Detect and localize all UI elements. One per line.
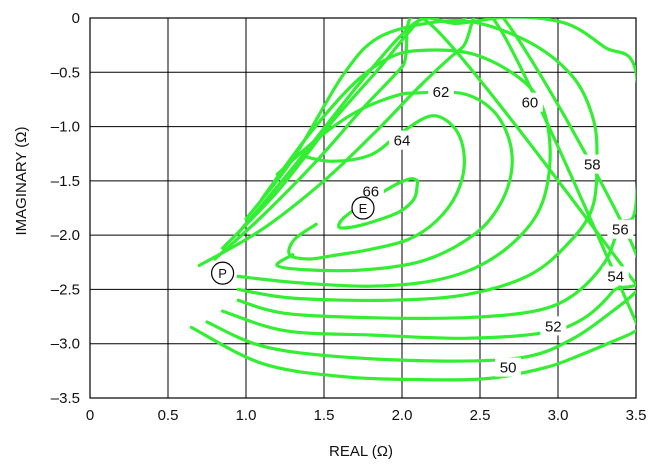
x-tick-label: 2.5 xyxy=(470,407,491,424)
y-tick-label: –3.5 xyxy=(51,390,80,407)
y-tick-label: –1.0 xyxy=(51,119,80,136)
x-tick-label: 0 xyxy=(86,407,94,424)
contour-label-52: 52 xyxy=(545,318,562,335)
y-tick-label: –2.0 xyxy=(51,227,80,244)
contour-label-54: 54 xyxy=(607,268,624,285)
contour-label-60: 60 xyxy=(522,95,539,112)
y-tick-label: –0.5 xyxy=(51,64,80,81)
x-tick-label: 3.0 xyxy=(548,407,569,424)
x-tick-label: 1.5 xyxy=(314,407,335,424)
x-tick-label: 1.0 xyxy=(236,407,257,424)
x-tick-label: 0.5 xyxy=(158,407,179,424)
point-marker-label-P: P xyxy=(218,266,227,281)
x-tick-label: 3.5 xyxy=(626,407,647,424)
contour-label-62: 62 xyxy=(433,84,450,101)
contour-label-64: 64 xyxy=(394,133,411,150)
y-tick-label: –2.5 xyxy=(51,281,80,298)
contour-label-56: 56 xyxy=(612,222,629,239)
contour-label-50: 50 xyxy=(500,360,517,377)
contour-line-52 xyxy=(207,16,652,361)
contour-lines xyxy=(191,2,652,380)
y-tick-label: 0 xyxy=(72,10,80,27)
point-marker-label-E: E xyxy=(359,201,368,216)
y-tick-label: –1.5 xyxy=(51,173,80,190)
contour-label-58: 58 xyxy=(584,157,601,174)
y-axis-title: IMAGINARY (Ω) xyxy=(13,126,30,235)
x-tick-label: 2.0 xyxy=(392,407,413,424)
y-tick-label: –3.0 xyxy=(51,336,80,353)
x-axis-title: REAL (Ω) xyxy=(329,443,393,460)
